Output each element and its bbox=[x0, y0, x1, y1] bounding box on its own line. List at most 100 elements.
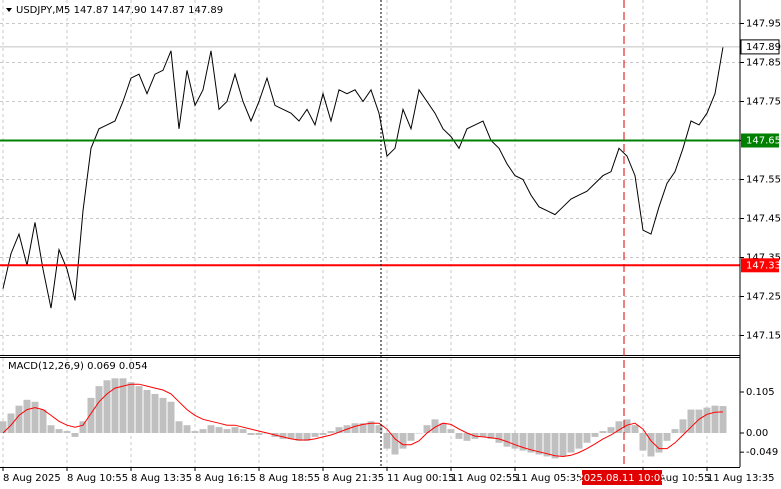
histogram-bar bbox=[127, 382, 135, 434]
x-tick-label: 8 Aug 18:55 bbox=[259, 473, 320, 484]
histogram-bar bbox=[623, 419, 631, 434]
histogram-bar bbox=[407, 433, 415, 441]
x-tick-label: 8 Aug 21:35 bbox=[323, 473, 384, 484]
histogram-bar bbox=[679, 419, 687, 434]
histogram-bar bbox=[295, 433, 303, 441]
histogram-bar bbox=[231, 427, 239, 434]
histogram-bar bbox=[703, 407, 711, 434]
histogram-bar bbox=[119, 378, 127, 434]
y-tick-label: 147.75 bbox=[746, 97, 781, 108]
x-tick-label: 8 Aug 13:35 bbox=[131, 473, 192, 484]
histogram-bar bbox=[279, 433, 287, 439]
last-price-label: 147.89 bbox=[746, 42, 781, 53]
histogram-bar bbox=[423, 425, 431, 434]
x-tick-label: 11 Aug 02:55 bbox=[451, 473, 518, 484]
marks-layer bbox=[0, 46, 740, 459]
histogram-bar bbox=[391, 433, 399, 455]
histogram-bar bbox=[71, 433, 79, 437]
histogram-bar bbox=[495, 433, 503, 443]
histogram-bar bbox=[591, 433, 599, 437]
histogram-bar bbox=[7, 413, 15, 434]
x-tick-label: 11 Aug 13:35 bbox=[707, 473, 774, 484]
indicator-title: MACD(12,26,9) 0.069 0.054 bbox=[8, 361, 148, 372]
y-tick-label: -0.049 bbox=[746, 447, 778, 458]
histogram-bar bbox=[143, 390, 151, 434]
histogram-bar bbox=[359, 423, 367, 434]
x-tick-label: 8 Aug 16:15 bbox=[195, 473, 256, 484]
histogram-bar bbox=[175, 421, 183, 434]
histogram-bar bbox=[479, 433, 487, 437]
histogram-bar bbox=[103, 380, 111, 434]
histogram-bar bbox=[215, 427, 223, 434]
histogram-bar bbox=[39, 409, 47, 434]
histogram-bar bbox=[711, 405, 719, 434]
level-label-box bbox=[741, 258, 779, 273]
y-tick-label: 147.15 bbox=[746, 331, 781, 342]
histogram-bar bbox=[575, 433, 583, 449]
last-price-box bbox=[740, 39, 780, 55]
histogram-bar bbox=[631, 425, 639, 434]
y-tick-label: 147.95 bbox=[746, 19, 781, 30]
level-label-box bbox=[741, 133, 779, 148]
histogram-bar bbox=[399, 433, 407, 449]
histogram-bar bbox=[159, 397, 167, 434]
histogram-bar bbox=[239, 429, 247, 434]
histogram-bar bbox=[671, 429, 679, 434]
price-line bbox=[2, 46, 724, 309]
histogram-bar bbox=[511, 433, 519, 449]
y-tick-label: 147.85 bbox=[746, 58, 781, 69]
histogram-bar bbox=[487, 433, 495, 439]
histogram-bar bbox=[327, 431, 335, 434]
histogram-bar bbox=[375, 425, 383, 434]
histogram-bar bbox=[303, 433, 311, 441]
histogram-bar bbox=[63, 431, 71, 434]
histogram-bar bbox=[559, 433, 567, 457]
histogram-bar bbox=[455, 433, 463, 439]
chart-title: USDJPY,M5 147.87 147.90 147.87 147.89 bbox=[16, 5, 223, 16]
histogram-bar bbox=[15, 405, 23, 434]
histogram-bar bbox=[663, 433, 671, 441]
histogram-bar bbox=[151, 393, 159, 434]
histogram-bar bbox=[47, 425, 55, 434]
histogram-bar bbox=[599, 431, 607, 434]
histogram-bar bbox=[447, 429, 455, 434]
histogram-bar bbox=[431, 419, 439, 434]
grid-layer bbox=[0, 0, 740, 467]
cursor-label-box bbox=[582, 470, 662, 485]
histogram-bar bbox=[255, 433, 263, 435]
x-tick-label: 8 Aug 2025 bbox=[3, 473, 61, 484]
histogram-bar bbox=[23, 399, 31, 434]
histogram-bar bbox=[111, 378, 119, 434]
histogram-bar bbox=[719, 406, 727, 434]
histogram-bar bbox=[351, 423, 359, 434]
histogram-bar bbox=[207, 425, 215, 434]
histogram-bar bbox=[79, 421, 87, 434]
histogram-bar bbox=[519, 433, 527, 451]
histogram-bar bbox=[287, 433, 295, 439]
y-tick-label: 147.35 bbox=[746, 253, 781, 264]
histogram-bar bbox=[319, 433, 327, 435]
y-tick-label: 147.55 bbox=[746, 175, 781, 186]
signal-line bbox=[2, 383, 724, 458]
histogram-bar bbox=[415, 433, 423, 434]
histogram-bar bbox=[567, 433, 575, 453]
histogram-bar bbox=[503, 433, 511, 447]
histogram-bar bbox=[183, 425, 191, 434]
x-tick-label: 11 Aug 00:15 bbox=[387, 473, 454, 484]
labels-layer: 147.15 147.25 147.35 147.45 147.55 147.65 147.… bbox=[2, 19, 781, 484]
histogram-bar bbox=[527, 433, 535, 453]
histogram-bar bbox=[615, 421, 623, 434]
histogram-bar bbox=[383, 433, 391, 449]
histogram-bar bbox=[31, 401, 39, 434]
histogram-bar bbox=[543, 433, 551, 457]
histogram-bar bbox=[135, 386, 143, 434]
histogram-bar bbox=[607, 427, 615, 434]
histogram-bar bbox=[95, 386, 103, 434]
y-tick-label: 147.45 bbox=[746, 214, 781, 225]
histogram-bar bbox=[87, 397, 95, 434]
level-label: 147.65 bbox=[746, 136, 781, 147]
histogram-bar bbox=[583, 433, 591, 443]
level-label: 147.33 bbox=[746, 260, 781, 271]
x-tick-label: 8 Aug 10:55 bbox=[67, 473, 128, 484]
